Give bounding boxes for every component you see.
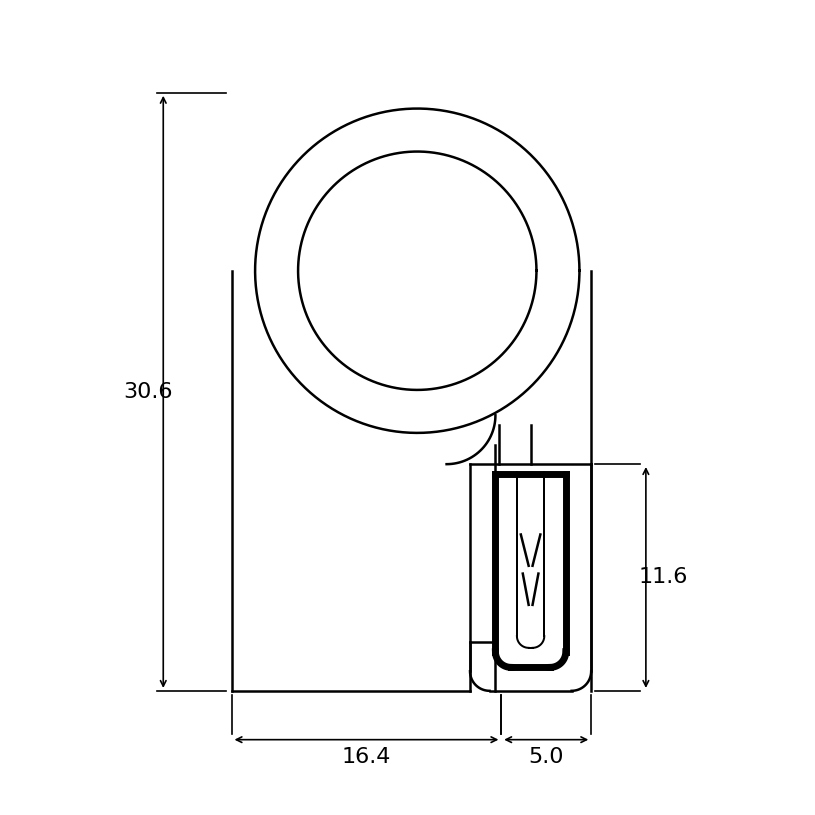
Text: 30.6: 30.6 <box>123 382 173 402</box>
Text: 16.4: 16.4 <box>341 747 391 767</box>
Text: 11.6: 11.6 <box>639 567 688 588</box>
Text: 5.0: 5.0 <box>528 747 564 767</box>
